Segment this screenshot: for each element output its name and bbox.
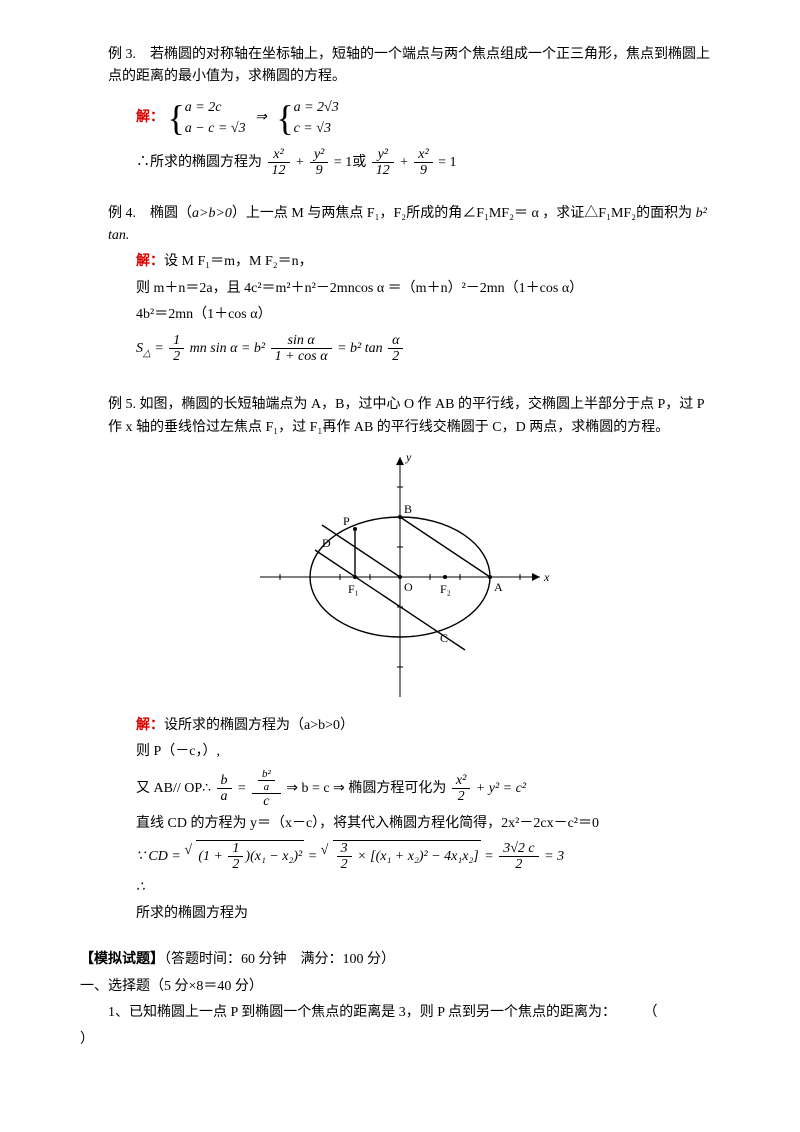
ex5-l6: ∴: [80, 877, 720, 899]
S-delta: △: [143, 347, 151, 358]
ex5-l5-mid2: =: [484, 849, 497, 864]
frac-y9: y²9: [310, 147, 328, 179]
S-tail: = b² tan: [337, 341, 386, 356]
mock-q1-text: 1、已知椭圆上一点 P 到椭圆一个焦点的距离是 3，则 P 点到另一个焦点的距离…: [108, 1005, 616, 1020]
brace-system-1: { a = 2c a − c = √3: [168, 97, 246, 139]
svg-text:D: D: [322, 536, 331, 550]
sys2-l2: c = √3: [294, 118, 339, 139]
svg-text:F₁: F₁: [348, 582, 359, 596]
mock-info: （答题时间：60 分钟 满分：100 分）: [164, 952, 395, 967]
sys2-l1: a = 2√3: [294, 97, 339, 118]
S-sym: S: [136, 341, 143, 356]
ex3-solution: 解： { a = 2c a − c = √3 ⇒ { a = 2√3 c = √…: [80, 93, 720, 143]
ex5-l5-end: = 3: [544, 849, 564, 864]
frac-b2a-c: b²a c: [252, 768, 281, 810]
ex5-l3-pre: 又 AB// OP∴: [136, 781, 211, 796]
svg-text:P: P: [343, 514, 350, 528]
ex5-l1-row: 解：设所求的椭圆方程为（a>b>0）: [80, 715, 720, 737]
frac-alpha2: α2: [388, 333, 403, 365]
S-eq-sign: =: [151, 341, 167, 356]
arrow-1: ⇒: [255, 110, 267, 125]
ex5-l3-end: + y² = c²: [476, 781, 526, 796]
svg-text:x: x: [543, 570, 550, 584]
ex4-S-eq: S△ = 12 mn sin α = b² sin α1 + cos α = b…: [136, 333, 720, 365]
ex5-l5-pre: ∵ CD =: [136, 849, 184, 864]
frac-ba: ba: [217, 773, 232, 805]
svg-text:A: A: [494, 580, 503, 594]
ex4-title-a: 例 4. 椭圆（: [108, 206, 192, 221]
sys1-l2: a − c = √3: [185, 118, 246, 139]
frac-3r2c: 3√2 c2: [499, 841, 538, 873]
sys1-l1: a = 2c: [185, 97, 246, 118]
svg-text:F₂: F₂: [440, 582, 451, 596]
frac-sin: sin α1 + cos α: [271, 333, 332, 365]
brace-left-1: {: [168, 100, 185, 136]
ex5-l2: 则 P（－c，）,: [80, 741, 720, 763]
ex5-l4: 直线 CD 的方程为 y＝（x－c），将其代入椭圆方程化简得，2x²－2cx－c…: [80, 813, 720, 835]
mock-sec1: 一、选择题（5 分×8＝40 分）: [80, 976, 720, 998]
mock-q1-paren-open: （: [644, 1005, 658, 1020]
plus-1: +: [295, 155, 308, 170]
ex3-final: ∴所求的椭圆方程为 x²12 + y²9 = 1或 y²12 + x²9 = 1: [80, 147, 720, 179]
ex5-l3-mid: ⇒ b = c ⇒ 椭圆方程可化为: [286, 781, 446, 796]
therefore-text: ∴所求的椭圆方程为: [136, 155, 262, 170]
ex4-l1: 解：设 M F₁＝m，M F₂＝n，: [80, 251, 720, 273]
ex4-title: 例 4. 椭圆（a>b>0）上一点 M 与两焦点 F₁，F₂所成的角∠F₁MF₂…: [80, 203, 720, 248]
svg-text:C: C: [440, 631, 448, 645]
ellipse-figure: x y O A B P F₁ F₂ D C: [240, 447, 560, 707]
sqrt-2: 32 × [(x₁ + x₂)² − 4x₁x₂]: [321, 840, 481, 873]
frac-x22: x²2: [452, 773, 470, 805]
frac-x9: x²9: [414, 147, 432, 179]
mock-head: 【模拟试题】: [80, 952, 164, 967]
ex5-title: 例 5. 如图，椭圆的长短轴端点为 A，B，过中心 O 作 AB 的平行线，交椭…: [80, 394, 720, 439]
sol-label: 解：: [136, 110, 164, 125]
frac-x12: x²12: [268, 147, 290, 179]
mock-q1: 1、已知椭圆上一点 P 到椭圆一个焦点的距离是 3，则 P 点到另一个焦点的距离…: [80, 1002, 720, 1024]
frac-y12: y²12: [372, 147, 394, 179]
ex5-l5: ∵ CD = (1 + 12)(x₁ − x₂)² = 32 × [(x₁ + …: [80, 840, 720, 873]
ex3-title: 例 3. 若椭圆的对称轴在坐标轴上，短轴的一个端点与两个焦点组成一个正三角形，焦…: [80, 44, 720, 89]
eq-1b: = 1: [438, 155, 456, 170]
S-mid: mn sin α = b²: [190, 341, 269, 356]
svg-text:y: y: [405, 450, 412, 464]
ex4-title-b: a>b>0: [192, 206, 232, 221]
frac-half: 12: [169, 333, 184, 365]
ex4-sol-label: 解：: [136, 254, 164, 269]
eq-or: = 1或: [334, 155, 370, 170]
ex5-l7: 所求的椭圆方程为: [80, 903, 720, 925]
brace-system-2: { a = 2√3 c = √3: [276, 97, 338, 139]
ex5-l5-mid1: =: [308, 849, 321, 864]
mock-q1-paren-close: ）: [80, 1029, 720, 1051]
ex4-l2: 则 m＋n＝2a，且 4c²＝m²＋n²－2mncos α ＝（m＋n）²－2m…: [80, 278, 720, 300]
mock-head-row: 【模拟试题】（答题时间：60 分钟 满分：100 分）: [80, 949, 720, 971]
ex5-l3: 又 AB// OP∴ ba = b²a c ⇒ b = c ⇒ 椭圆方程可化为 …: [80, 768, 720, 810]
svg-text:B: B: [404, 502, 412, 516]
ex5-l1: 设所求的椭圆方程为（a>b>0）: [164, 718, 354, 733]
ex4-l3: 4b²＝2mn（1＋cos α）: [80, 304, 720, 326]
sqrt-1: (1 + 12)(x₁ − x₂)²: [184, 840, 304, 873]
svg-text:O: O: [404, 580, 413, 594]
ex4-title-c: ）上一点 M 与两焦点 F₁，F₂所成的角∠F₁MF₂＝ α ，求证△F₁MF₂…: [232, 206, 696, 221]
plus-2: +: [399, 155, 412, 170]
ex4-l1-text: 设 M F₁＝m，M F₂＝n，: [164, 254, 313, 269]
ex5-sol-label: 解：: [136, 718, 164, 733]
brace-left-2: {: [276, 100, 293, 136]
eq-sign-1: =: [237, 781, 250, 796]
